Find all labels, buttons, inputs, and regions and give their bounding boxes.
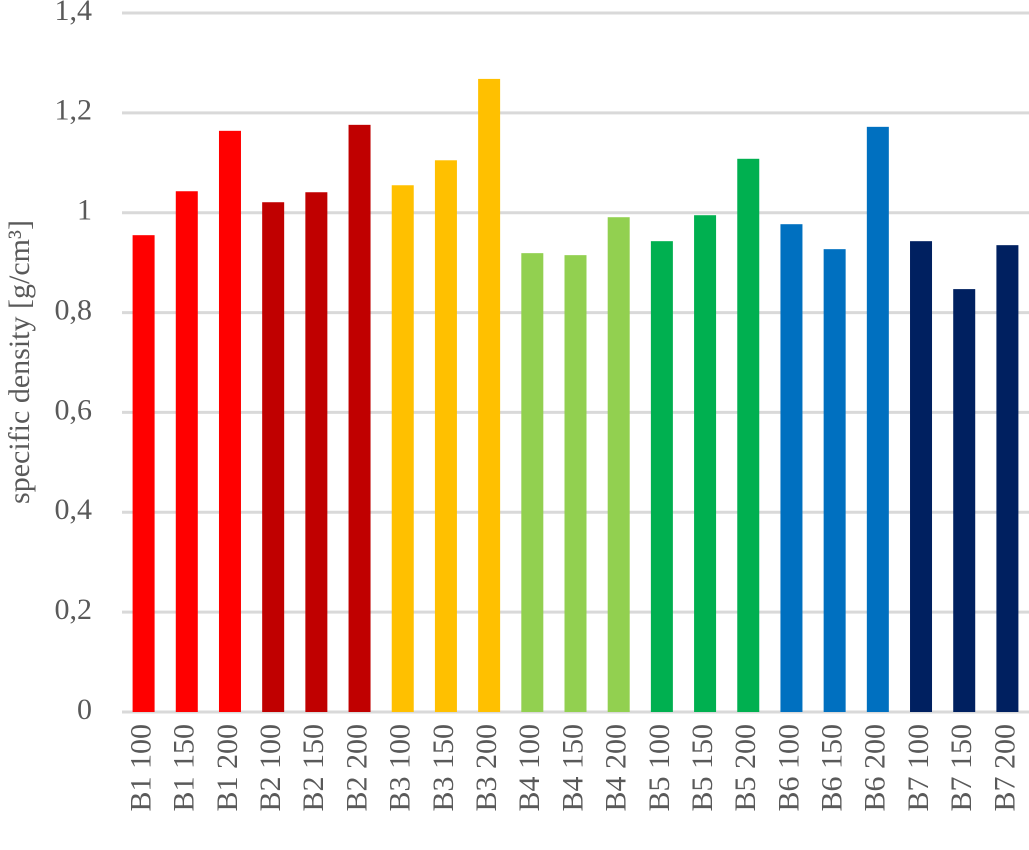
bar — [521, 253, 544, 712]
x-tick-label: B4 150 — [556, 724, 589, 812]
y-tick-label: 1 — [77, 194, 92, 227]
bar — [780, 224, 803, 712]
x-tick-label: B6 100 — [772, 724, 805, 812]
x-tick-label: B2 150 — [297, 724, 330, 812]
bar — [953, 289, 976, 712]
bar — [262, 202, 285, 712]
x-tick-label: B3 150 — [427, 724, 460, 812]
bar — [218, 130, 241, 712]
y-tick-label: 0,2 — [55, 593, 93, 626]
bar — [175, 191, 198, 712]
x-tick-label: B3 100 — [384, 724, 417, 812]
bar — [564, 255, 587, 712]
x-tick-label: B1 150 — [168, 724, 201, 812]
x-tick-label: B6 200 — [859, 724, 892, 812]
bar — [737, 158, 760, 712]
y-tick-label: 0,4 — [55, 493, 93, 526]
x-tick-label: B1 200 — [211, 724, 244, 812]
x-tick-label: B7 150 — [945, 724, 978, 812]
x-tick-label: B4 200 — [600, 724, 633, 812]
bar — [996, 245, 1019, 713]
y-tick-label: 1,4 — [55, 0, 93, 27]
bar — [650, 241, 673, 712]
x-tick-label: B5 200 — [729, 724, 762, 812]
x-tick-label: B6 150 — [816, 724, 849, 812]
x-tick-label: B7 100 — [902, 724, 935, 812]
y-tick-label: 1,2 — [55, 94, 93, 127]
bar — [132, 235, 155, 713]
bar — [910, 241, 933, 712]
x-tick-label: B3 200 — [470, 724, 503, 812]
x-tick-label: B1 100 — [124, 724, 157, 812]
bar — [607, 217, 630, 712]
x-tick-label: B2 200 — [340, 724, 373, 812]
y-tick-label: 0 — [77, 693, 92, 726]
y-tick-label: 0,6 — [55, 393, 93, 426]
x-tick-label: B5 150 — [686, 724, 719, 812]
bar — [348, 124, 371, 713]
bar — [694, 215, 717, 713]
bar — [391, 185, 414, 713]
y-tick-label: 0,8 — [55, 293, 93, 326]
y-axis-title: specific density [g/cm³] — [3, 220, 36, 504]
bar — [478, 78, 501, 713]
x-tick-label: B2 100 — [254, 724, 287, 812]
bar — [434, 160, 457, 712]
bar — [823, 249, 846, 712]
bar — [305, 192, 328, 712]
x-tick-label: B7 200 — [988, 724, 1021, 812]
x-tick-label: B4 100 — [513, 724, 546, 812]
x-tick-label: B5 100 — [643, 724, 676, 812]
bar — [866, 126, 889, 712]
